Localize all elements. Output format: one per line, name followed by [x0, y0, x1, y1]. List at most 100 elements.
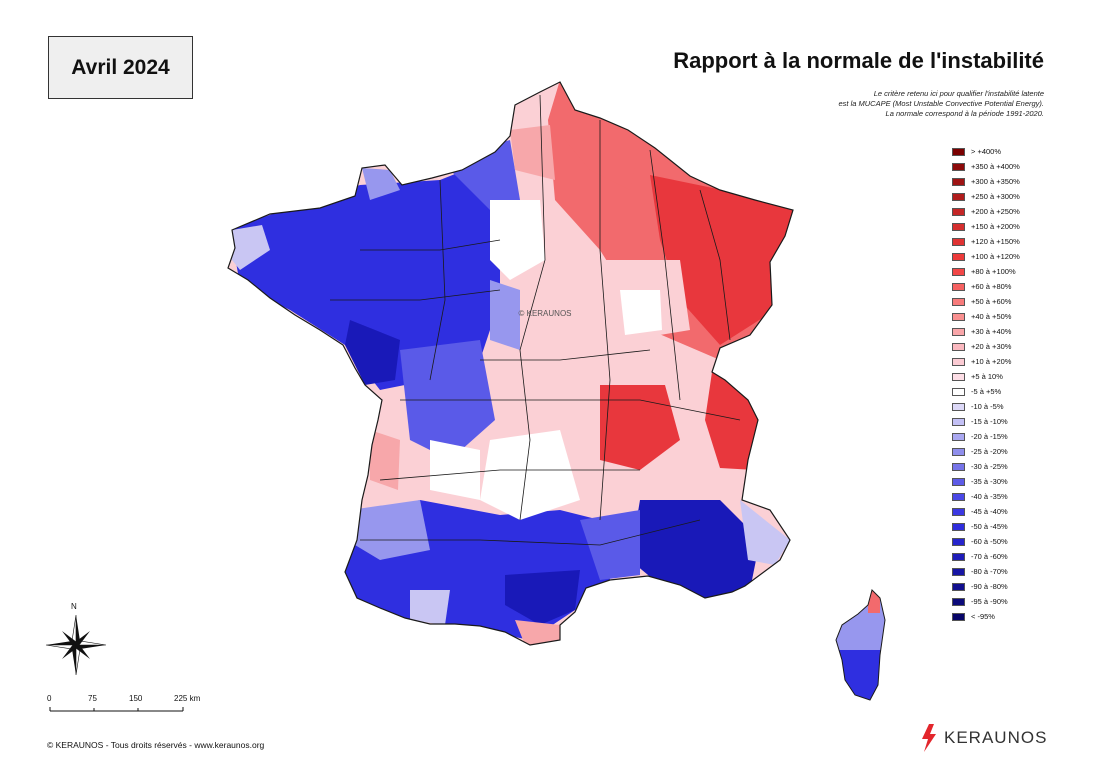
lightning-icon: [922, 724, 936, 752]
region-gironde-coast: [370, 430, 400, 490]
subtitle-line: La normale correspond à la période 1991-…: [885, 109, 1044, 118]
legend-item: > +400%: [952, 144, 1020, 159]
region-provence: [630, 500, 760, 600]
legend-item: -95 à -90%: [952, 594, 1020, 609]
legend-swatch: [952, 282, 965, 291]
legend-item: +150 à +200%: [952, 219, 1020, 234]
legend-label: +150 à +200%: [971, 222, 1020, 231]
date-label: Avril 2024: [71, 55, 170, 79]
mainland-regions: [228, 82, 793, 645]
legend-label: +10 à +20%: [971, 357, 1012, 366]
legend-swatch: [952, 477, 965, 486]
legend-label: +80 à +100%: [971, 267, 1016, 276]
scale-bar: [49, 707, 184, 712]
legend-label: -5 à +5%: [971, 387, 1002, 396]
legend-swatch: [952, 357, 965, 366]
legend-item: -60 à -50%: [952, 534, 1020, 549]
region-cote-dor: [620, 290, 662, 335]
legend-item: +50 à +60%: [952, 294, 1020, 309]
region-alsace-lorraine: [650, 175, 793, 345]
legend-item: -90 à -80%: [952, 579, 1020, 594]
subtitle-line: Le critère retenu ici pour qualifier l'i…: [873, 89, 1044, 98]
region-picardie: [510, 125, 555, 180]
region-cotentin: [362, 168, 400, 200]
legend-swatch: [952, 417, 965, 426]
legend-swatch: [952, 432, 965, 441]
legend-item: -50 à -45%: [952, 519, 1020, 534]
legend-label: +40 à +50%: [971, 312, 1012, 321]
legend-item: -15 à -10%: [952, 414, 1020, 429]
legend-label: -80 à -70%: [971, 567, 1008, 576]
region-roussillon: [515, 620, 560, 645]
legend-item: -35 à -30%: [952, 474, 1020, 489]
legend-swatch: [952, 492, 965, 501]
legend-label: +20 à +30%: [971, 342, 1012, 351]
legend-label: +30 à +40%: [971, 327, 1012, 336]
legend-item: -20 à -15%: [952, 429, 1020, 444]
legend-label: < -95%: [971, 612, 995, 621]
legend-label: -45 à -40%: [971, 507, 1008, 516]
legend-label: -30 à -25%: [971, 462, 1008, 471]
legend-item: -5 à +5%: [952, 384, 1020, 399]
legend-item: -30 à -25%: [952, 459, 1020, 474]
legend-item: +350 à +400%: [952, 159, 1020, 174]
legend-item: +20 à +30%: [952, 339, 1020, 354]
region-vendee: [345, 320, 400, 385]
region-ardennes: [565, 95, 640, 190]
legend-swatch: [952, 402, 965, 411]
legend-label: -50 à -45%: [971, 522, 1008, 531]
region-bigorre: [410, 590, 450, 625]
legend-item: -80 à -70%: [952, 564, 1020, 579]
legend-item: -40 à -35%: [952, 489, 1020, 504]
legend-swatch: [952, 522, 965, 531]
legend-label: +350 à +400%: [971, 162, 1020, 171]
legend-swatch: [952, 237, 965, 246]
legend-label: +5 à 10%: [971, 372, 1003, 381]
legend-swatch: [952, 177, 965, 186]
legend-swatch: [952, 267, 965, 276]
legend-item: +120 à +150%: [952, 234, 1020, 249]
legend-item: +10 à +20%: [952, 354, 1020, 369]
region-dordogne: [430, 440, 480, 500]
legend-label: +100 à +120%: [971, 252, 1020, 261]
corsica-outline: [835, 589, 886, 701]
legend: > +400% +350 à +400% +300 à +350% +250 à +3…: [952, 144, 1020, 624]
legend-swatch: [952, 552, 965, 561]
legend-item: -45 à -40%: [952, 504, 1020, 519]
scale-label: 150: [129, 694, 143, 703]
date-box: Avril 2024: [48, 36, 193, 99]
legend-swatch: [952, 162, 965, 171]
corsica-south: [836, 650, 885, 700]
map-title: Rapport à la normale de l'instabilité: [673, 48, 1044, 73]
legend-label: -40 à -35%: [971, 492, 1008, 501]
legend-item: -70 à -60%: [952, 549, 1020, 564]
region-landes: [350, 500, 430, 560]
subtitle-line: est la MUCAPE (Most Unstable Convective …: [838, 99, 1045, 108]
mainland-outline: [227, 81, 794, 646]
legend-swatch: [952, 342, 965, 351]
legend-swatch: [952, 372, 965, 381]
legend-swatch: [952, 582, 965, 591]
legend-swatch: [952, 297, 965, 306]
scale-label: 225 km: [174, 694, 201, 703]
region-centre-west: [490, 280, 520, 350]
legend-swatch: [952, 252, 965, 261]
legend-label: +200 à +250%: [971, 207, 1020, 216]
legend-swatch: [952, 147, 965, 156]
legend-swatch: [952, 327, 965, 336]
legend-item: < -95%: [952, 609, 1020, 624]
region-brittany-normandy: [230, 160, 500, 390]
copyright-text: © KERAUNOS - Tous droits réservés - www.…: [47, 740, 265, 750]
compass-north-label: N: [71, 602, 77, 611]
legend-swatch: [952, 387, 965, 396]
compass-rose-icon: [45, 614, 107, 676]
region-ile-de-france: [490, 200, 545, 280]
legend-label: +60 à +80%: [971, 282, 1012, 291]
legend-label: -70 à -60%: [971, 552, 1008, 561]
legend-item: +250 à +300%: [952, 189, 1020, 204]
region-aude: [505, 570, 580, 625]
legend-label: -15 à -10%: [971, 417, 1008, 426]
legend-label: > +400%: [971, 147, 1002, 156]
legend-label: +250 à +300%: [971, 192, 1020, 201]
